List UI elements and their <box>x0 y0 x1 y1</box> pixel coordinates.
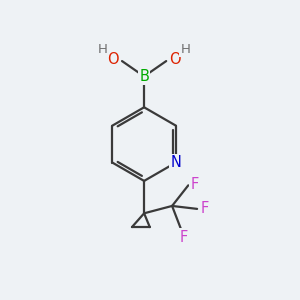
Text: O: O <box>107 52 119 67</box>
Text: F: F <box>190 177 199 192</box>
Text: F: F <box>200 201 208 216</box>
Text: H: H <box>180 44 190 56</box>
Text: N: N <box>170 155 182 170</box>
Text: B: B <box>139 69 149 84</box>
Text: O: O <box>169 52 181 67</box>
Text: F: F <box>179 230 188 245</box>
Text: H: H <box>98 44 108 56</box>
